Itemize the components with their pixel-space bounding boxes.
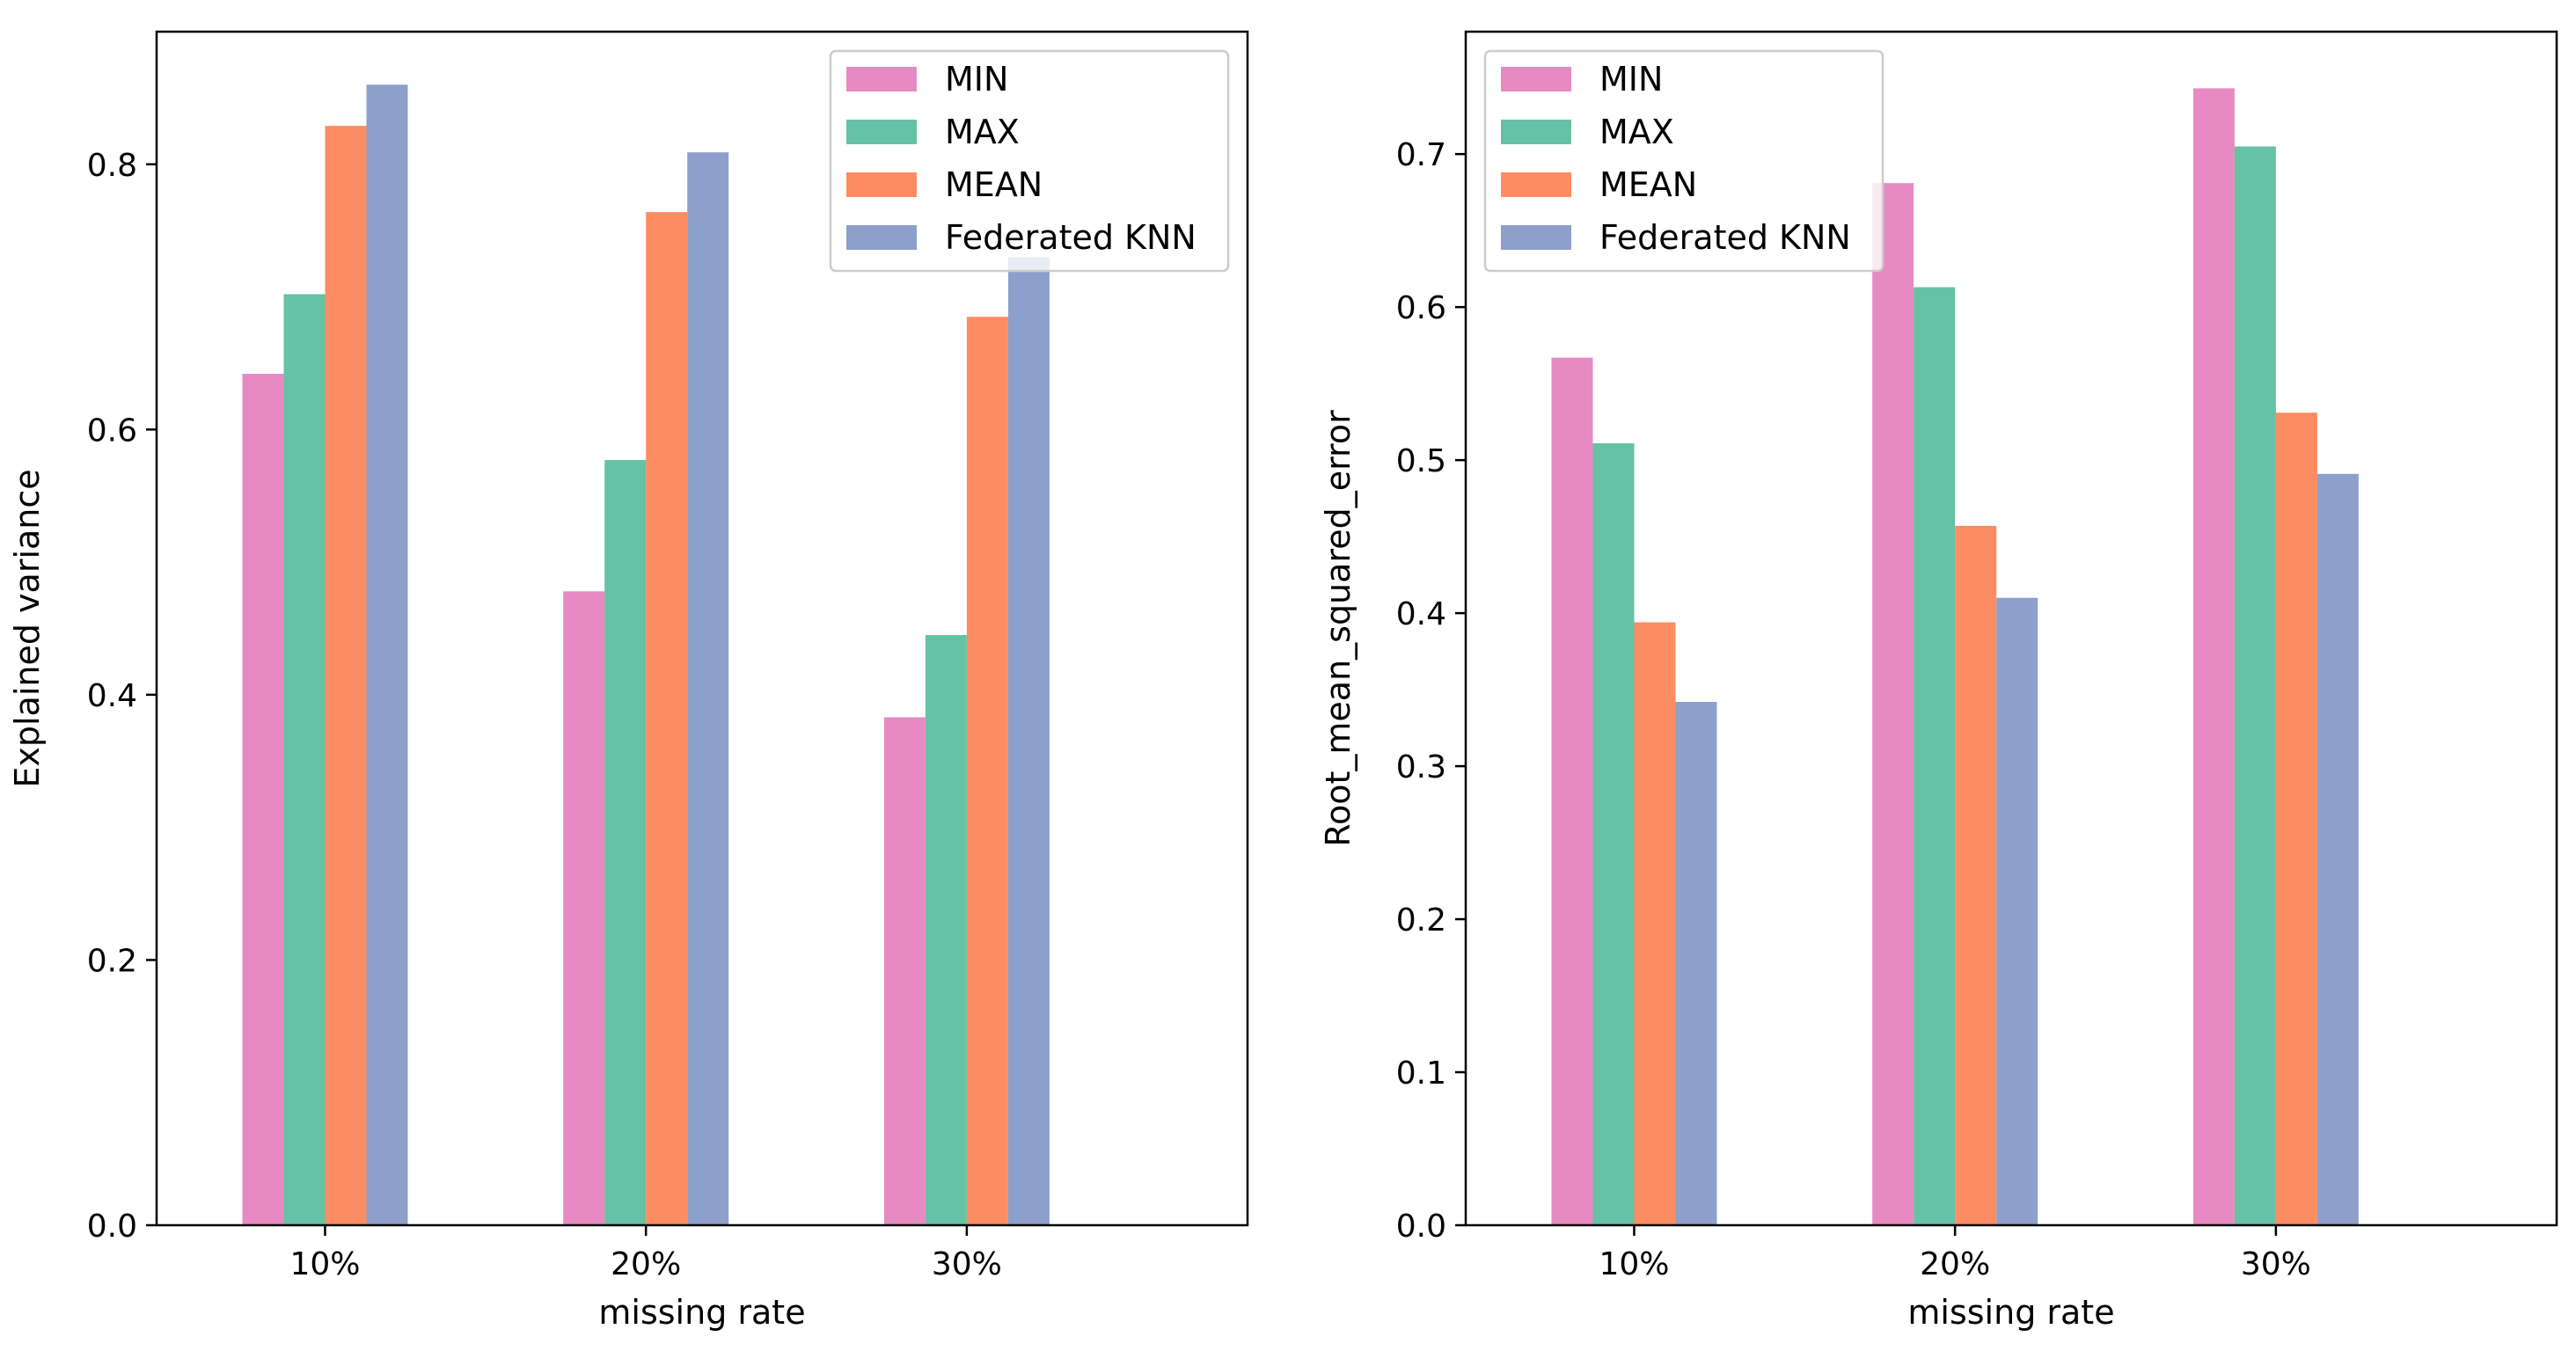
bar-min-30pct	[2192, 88, 2235, 1225]
bar-mean-30pct	[966, 317, 1008, 1226]
bar-max-30pct	[925, 635, 967, 1225]
y-axis-label: Explained variance	[8, 469, 47, 787]
right-chart-rmse: 0.0 0.1 0.2 0.3 0.4 0.5 0.6 0.7 10% 20% 30% missing…	[1319, 30, 2558, 1332]
bar-federated-knn-10pct	[366, 84, 408, 1225]
y-tick-label: 0.3	[1396, 749, 1446, 785]
bar-min-10pct	[1551, 357, 1593, 1226]
y-tick-label: 0.8	[87, 148, 137, 184]
legend-swatch-max	[846, 120, 917, 144]
legend: MIN MAX MEAN Federated KNN	[1483, 49, 1884, 273]
legend-swatch-mean	[1501, 172, 1571, 197]
x-tick-label: 10%	[1599, 1246, 1669, 1282]
y-tick-label: 0.1	[1396, 1055, 1446, 1092]
legend-swatch-federated-knn	[1501, 225, 1571, 250]
x-tick-label: 30%	[2241, 1246, 2311, 1282]
bar-federated-knn-30pct	[1007, 257, 1050, 1225]
legend-swatch-mean	[846, 172, 917, 197]
y-tick-label: 0.4	[87, 678, 137, 714]
bar-max-10pct	[1592, 443, 1635, 1225]
legend-label: Federated KNN	[945, 218, 1197, 257]
legend-label: MEAN	[1599, 165, 1697, 204]
bar-federated-knn-20pct	[1996, 597, 2038, 1225]
axes-frame	[155, 30, 1249, 1227]
legend-label: Federated KNN	[1599, 218, 1851, 257]
y-tick-label: 0.0	[87, 1209, 137, 1245]
y-tick-label: 0.4	[1396, 596, 1446, 632]
y-tick-label: 0.0	[1396, 1209, 1446, 1245]
y-tick-label: 0.7	[1396, 137, 1446, 173]
legend-box	[829, 49, 1230, 273]
bar-min-10pct	[242, 374, 284, 1225]
legend-label: MAX	[945, 113, 1020, 151]
left-chart-explained-variance: 0.0 0.2 0.4 0.6 0.8 10% 20% 30% missing rate Expl…	[8, 30, 1249, 1332]
legend-swatch-federated-knn	[846, 225, 917, 250]
bar-mean-30pct	[2275, 413, 2317, 1225]
bar-min-20pct	[1872, 183, 1914, 1226]
legend-label: MIN	[945, 60, 1008, 99]
bar-mean-20pct	[1955, 525, 1997, 1225]
y-tick-label: 0.2	[1396, 902, 1446, 938]
bar-federated-knn-10pct	[1675, 702, 1717, 1225]
x-tick-label: 30%	[932, 1246, 1002, 1282]
bar-max-20pct	[1914, 287, 1956, 1225]
legend-swatch-max	[1501, 120, 1571, 144]
bar-mean-10pct	[325, 126, 367, 1226]
legend-label: MEAN	[945, 165, 1043, 204]
bar-min-30pct	[883, 717, 926, 1225]
x-tick-label: 20%	[1920, 1246, 1990, 1282]
legend-label: MIN	[1599, 60, 1663, 99]
y-tick-label: 0.5	[1396, 443, 1446, 479]
x-tick-label: 20%	[611, 1246, 681, 1282]
y-tick-label: 0.2	[87, 943, 137, 979]
legend-label: MAX	[1599, 113, 1674, 151]
legend-swatch-min	[1501, 67, 1571, 91]
bar-mean-10pct	[1634, 622, 1676, 1225]
bar-max-10pct	[283, 294, 326, 1225]
x-axis-label: missing rate	[598, 1293, 805, 1332]
bar-federated-knn-30pct	[2316, 473, 2359, 1225]
bar-min-20pct	[563, 591, 605, 1225]
legend-box	[1483, 49, 1884, 273]
bar-max-20pct	[604, 460, 647, 1225]
legend: MIN MAX MEAN Federated KNN	[829, 49, 1230, 273]
bar-max-30pct	[2234, 146, 2276, 1225]
bar-mean-20pct	[646, 212, 688, 1226]
x-tick-label: 10%	[289, 1246, 360, 1282]
y-tick-label: 0.6	[87, 413, 137, 449]
y-tick-label: 0.6	[1396, 290, 1446, 326]
legend-swatch-min	[846, 67, 917, 91]
y-axis-label: Root_mean_squared_error	[1319, 410, 1358, 847]
bar-federated-knn-20pct	[687, 152, 729, 1226]
axes-frame	[1464, 30, 2558, 1227]
x-axis-label: missing rate	[1907, 1293, 2114, 1332]
